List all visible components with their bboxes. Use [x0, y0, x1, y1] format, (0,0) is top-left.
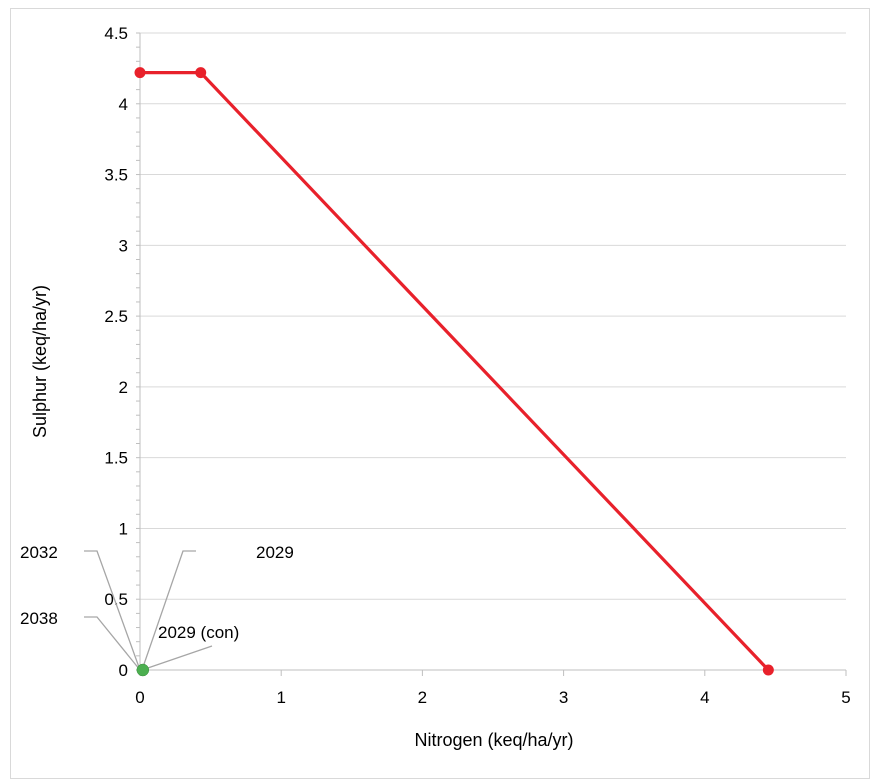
- annotation-leader: [141, 645, 213, 671]
- chart-frame: [10, 8, 870, 779]
- y-tick-label: 3.5: [104, 166, 128, 185]
- y-tick-label: 4: [119, 95, 128, 114]
- x-tick-label: 2: [418, 688, 427, 707]
- y-axis-title: Sulphur (keq/ha/yr): [30, 285, 50, 438]
- critical-load-point: [195, 67, 207, 79]
- x-tick-label: 0: [135, 688, 144, 707]
- y-tick-label: 1: [119, 519, 128, 538]
- x-tick-label: 1: [276, 688, 285, 707]
- series-group: [134, 67, 774, 677]
- x-tick-label: 4: [700, 688, 709, 707]
- annotation-leader: [84, 550, 141, 671]
- y-tick-label: 0.5: [104, 590, 128, 609]
- y-tick-label: 2: [119, 378, 128, 397]
- y-tick-label: 2.5: [104, 307, 128, 326]
- critical-load-point: [134, 67, 146, 79]
- y-tick-label: 3: [119, 236, 128, 255]
- deposition-point: [136, 663, 150, 677]
- critical-load-line: [140, 71, 770, 672]
- annotation-label: 2029: [256, 543, 294, 562]
- annotation-labels: 2032 2038 2029 2029 (con): [20, 543, 294, 642]
- annotation-label: 2029 (con): [158, 623, 239, 642]
- grid-lines: [140, 32, 846, 600]
- axes: [136, 32, 847, 676]
- y-tick-label: 4.5: [104, 24, 128, 43]
- annotation-label: 2032: [20, 543, 58, 562]
- x-tick-label: 5: [841, 688, 850, 707]
- annotation-leader-lines: [84, 550, 213, 671]
- annotation-leader: [84, 616, 141, 671]
- critical-load-point: [762, 664, 774, 676]
- annotation-leader: [141, 550, 196, 671]
- annotation-label: 2038: [20, 609, 58, 628]
- y-tick-label: 0: [119, 661, 128, 680]
- x-axis-title: Nitrogen (keq/ha/yr): [414, 730, 573, 750]
- y-tick-labels: 0 0.5 1 1.5 2 2.5 3 3.5 4 4.5: [104, 24, 128, 680]
- x-tick-labels: 0 1 2 3 4 5: [135, 688, 850, 707]
- y-tick-label: 1.5: [104, 449, 128, 468]
- x-tick-label: 3: [559, 688, 568, 707]
